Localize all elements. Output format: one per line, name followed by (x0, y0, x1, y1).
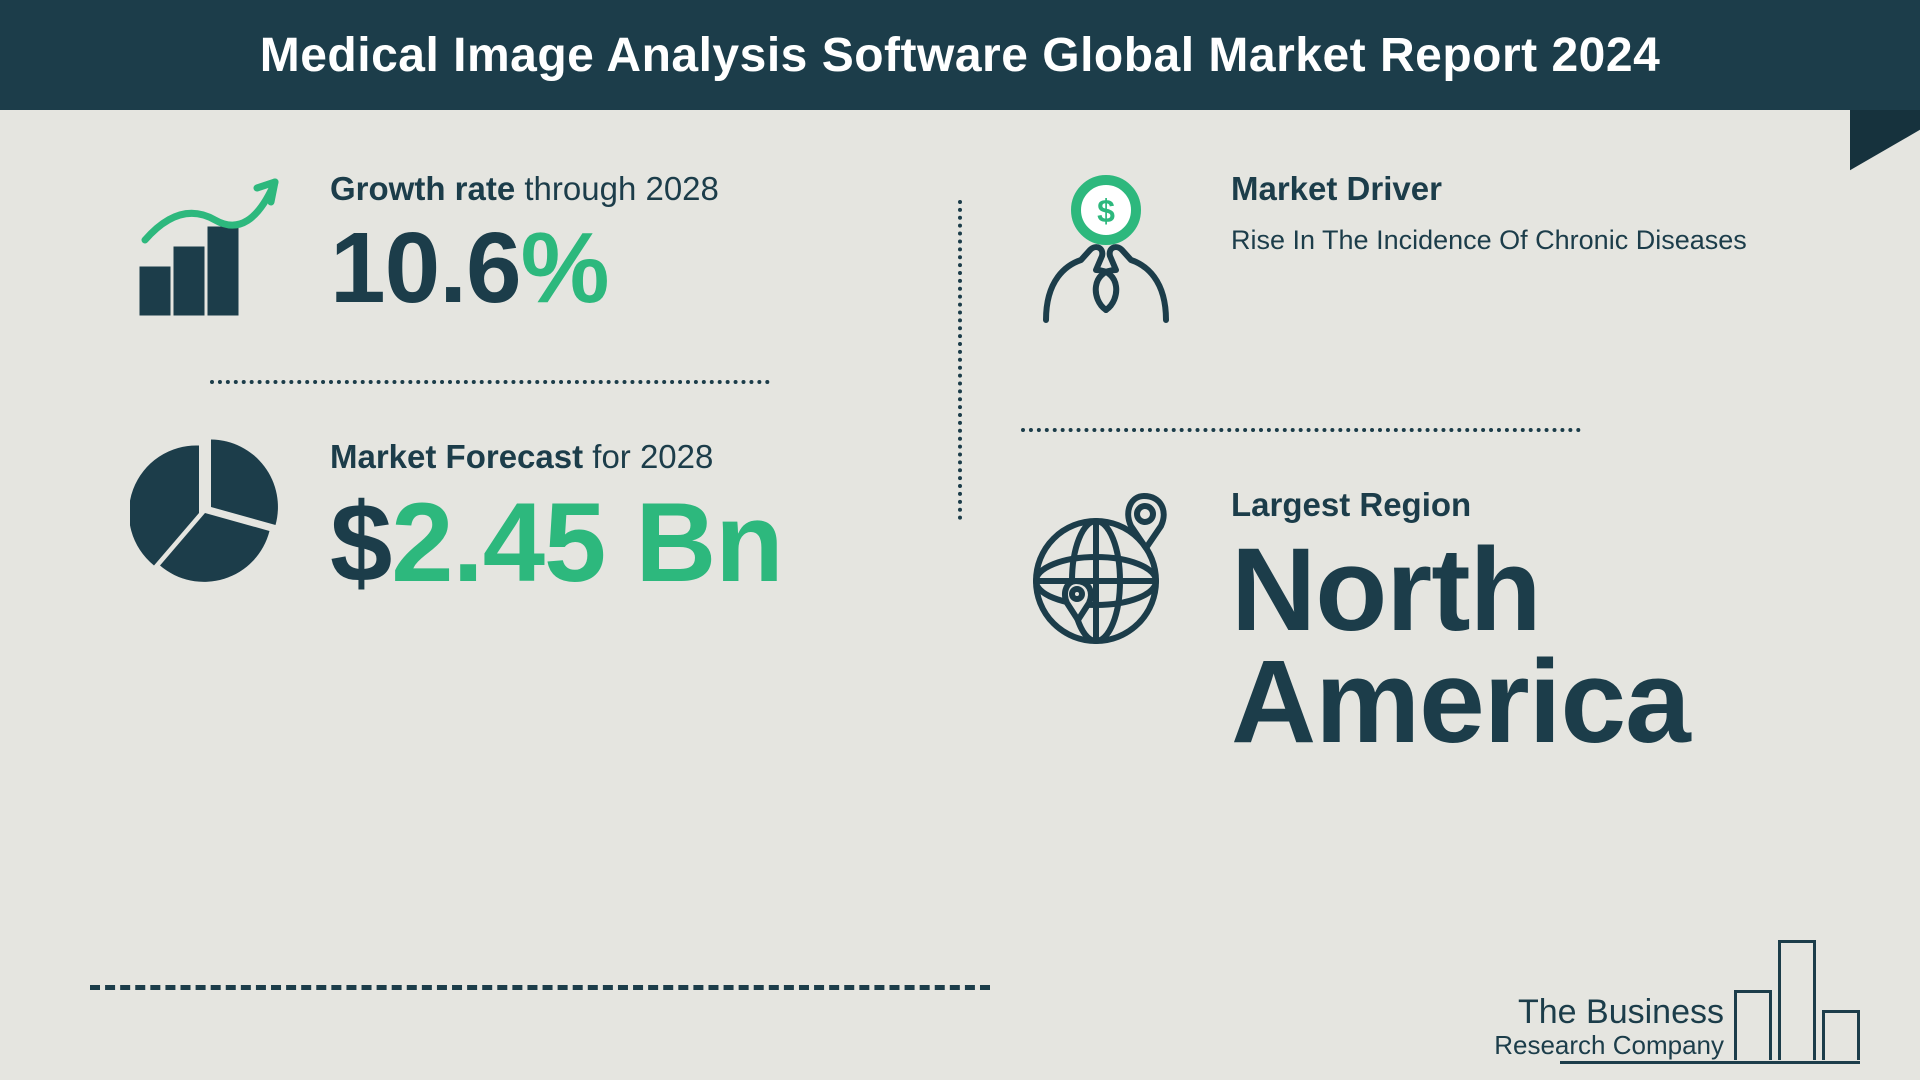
driver-label: Market Driver (1231, 170, 1800, 208)
title-bar: Medical Image Analysis Software Global M… (0, 0, 1920, 110)
left-column: Growth rate through 2028 10.6% (120, 160, 899, 1020)
driver-desc: Rise In The Incidence Of Chronic Disease… (1231, 222, 1800, 260)
brand-logo: The Business Research Company (1494, 940, 1860, 1060)
logo-bars-icon (1734, 940, 1860, 1060)
page-title: Medical Image Analysis Software Global M… (260, 28, 1661, 83)
dotted-divider (210, 380, 770, 384)
content-grid: Growth rate through 2028 10.6% (120, 160, 1800, 1020)
bar-chart-up-icon (120, 170, 290, 330)
growth-text: Growth rate through 2028 10.6% (330, 170, 899, 321)
vertical-dotted-divider (958, 200, 962, 520)
forecast-label: Market Forecast for 2028 (330, 438, 899, 476)
pie-chart-icon (120, 438, 290, 588)
globe-pins-icon (1021, 486, 1191, 656)
logo-baseline (1560, 1061, 1860, 1064)
market-forecast-panel: Market Forecast for 2028 $2.45 Bn (120, 428, 899, 632)
svg-text:$: $ (1097, 193, 1115, 229)
growth-value: 10.6% (330, 216, 899, 321)
right-column: $ Market Driver Rise In The Incidence Of… (1021, 160, 1800, 1020)
logo-text: The Business Research Company (1494, 994, 1724, 1060)
region-text: Largest Region North America (1231, 486, 1800, 758)
dotted-divider (1021, 428, 1581, 432)
growth-label: Growth rate through 2028 (330, 170, 899, 208)
forecast-text: Market Forecast for 2028 $2.45 Bn (330, 438, 899, 602)
largest-region-panel: Largest Region North America (1021, 476, 1800, 788)
market-driver-panel: $ Market Driver Rise In The Incidence Of… (1021, 160, 1800, 370)
forecast-value: $2.45 Bn (330, 484, 899, 602)
bottom-dashed-rule (90, 985, 990, 990)
growth-rate-panel: Growth rate through 2028 10.6% (120, 160, 899, 360)
driver-text: Market Driver Rise In The Incidence Of C… (1231, 170, 1800, 260)
region-value: North America (1231, 534, 1800, 758)
hands-coin-icon: $ (1021, 170, 1191, 340)
region-label: Largest Region (1231, 486, 1800, 524)
